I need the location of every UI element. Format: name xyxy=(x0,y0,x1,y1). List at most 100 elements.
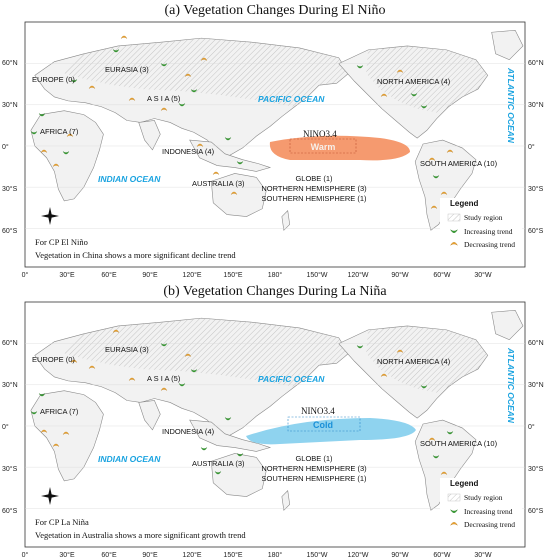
legend-increasing-b: Increasing trend xyxy=(464,507,513,516)
lon-tick: 30°E xyxy=(59,271,75,279)
label-indian-ocean-b: INDIAN OCEAN xyxy=(98,454,161,464)
lon-tick: 30°W xyxy=(474,551,492,559)
lat-tick-right: 60°N xyxy=(528,339,544,347)
panel-a-nino-label: NINO3.4 xyxy=(303,129,337,139)
lat-tick-right: 60°S xyxy=(528,507,544,515)
panel-b-labels: EUROPE (0) EURASIA (3) A S I A (5) AFRIC… xyxy=(32,345,516,540)
label-nh-b: NORTHERN HEMISPHERE (3) xyxy=(261,464,367,473)
lat-tick-right: 0° xyxy=(528,143,535,151)
label-eurasia-b: EURASIA (3) xyxy=(105,345,149,354)
lon-tick: 120°E xyxy=(182,551,201,559)
lat-tick-left: 30°S xyxy=(2,465,18,473)
label-africa: AFRICA (7) xyxy=(40,127,79,136)
panel-a-note-line1: For CP El Niño xyxy=(35,237,88,247)
lat-tick-right: 60°N xyxy=(528,59,544,67)
lon-tick: 120°W xyxy=(347,551,368,559)
lon-tick: 150°E xyxy=(223,551,242,559)
panel-a-note-line2: Vegetation in China shows a more signifi… xyxy=(35,250,236,260)
label-indonesia: INDONESIA (4) xyxy=(162,147,215,156)
label-asia: A S I A (5) xyxy=(147,94,181,103)
lon-tick: 150°E xyxy=(223,271,242,279)
label-atlantic-ocean-b: ATLANTIC OCEAN xyxy=(506,347,516,424)
label-globe: GLOBE (1) xyxy=(295,174,333,183)
lon-tick: 90°E xyxy=(142,271,158,279)
compass-icon xyxy=(41,207,59,225)
label-north-america: NORTH AMERICA (4) xyxy=(377,77,451,86)
lon-tick: 120°W xyxy=(347,271,368,279)
lon-tick: 150°W xyxy=(306,551,327,559)
label-atlantic-ocean: ATLANTIC OCEAN xyxy=(506,67,516,144)
panel-b-nino-box xyxy=(287,416,361,432)
lat-tick-left: 60°S xyxy=(2,507,18,515)
panel-a-labels: EUROPE (0) EURASIA (3) A S I A (5) AFRIC… xyxy=(32,65,516,260)
lon-tick: 120°E xyxy=(182,271,201,279)
lat-tick-right: 30°N xyxy=(528,381,544,389)
lat-tick-left: 30°N xyxy=(2,381,18,389)
lat-tick-right: 30°S xyxy=(528,185,544,193)
label-pacific-ocean: PACIFIC OCEAN xyxy=(258,94,325,104)
legend-study-region-swatch-b xyxy=(447,493,461,502)
panel-a-warm-anomaly xyxy=(269,135,410,161)
label-south-america: SOUTH AMERICA (10) xyxy=(420,159,498,168)
panel-b-title: (b) Vegetation Changes During La Niña xyxy=(163,284,387,299)
lon-tick: 60°W xyxy=(433,551,451,559)
lon-tick: 60°W xyxy=(433,271,451,279)
lat-tick-left: 60°N xyxy=(2,59,18,67)
label-indian-ocean: INDIAN OCEAN xyxy=(98,174,161,184)
label-nh: NORTHERN HEMISPHERE (3) xyxy=(261,184,367,193)
label-south-america-b: SOUTH AMERICA (10) xyxy=(420,439,498,448)
label-europe: EUROPE (0) xyxy=(32,75,75,84)
axis-ticks: 60°N 30°N 0° 30°S 60°S 60°N 30°N 0° 30°S 60°S 0° 30… xyxy=(2,59,544,559)
lat-tick-right: 0° xyxy=(528,423,535,431)
panel-b-note-line2: Vegetation in Australia shows a more sig… xyxy=(35,530,246,540)
label-north-america-b: NORTH AMERICA (4) xyxy=(377,357,451,366)
lat-tick-left: 60°N xyxy=(2,339,18,347)
panel-a-title: (a) Vegetation Changes During El Niño xyxy=(164,3,386,18)
legend-title: Legend xyxy=(450,199,479,208)
lat-tick-right: 30°S xyxy=(528,465,544,473)
legend-study-region-swatch xyxy=(447,213,461,222)
lon-tick: 180° xyxy=(268,551,283,559)
lon-tick: 150°W xyxy=(306,271,327,279)
label-australia-b: AUSTRALIA (3) xyxy=(192,459,245,468)
lat-tick-left: 30°N xyxy=(2,101,18,109)
lon-tick: 0° xyxy=(22,551,29,559)
label-indonesia-b: INDONESIA (4) xyxy=(162,427,215,436)
label-europe-b: EUROPE (0) xyxy=(32,355,75,364)
lat-tick-left: 30°S xyxy=(2,185,18,193)
lon-tick: 90°E xyxy=(142,551,158,559)
label-eurasia: EURASIA (3) xyxy=(105,65,149,74)
lon-tick: 180° xyxy=(268,271,283,279)
panel-b-nino-label: NINO3.4 xyxy=(301,406,335,416)
compass-icon xyxy=(41,487,59,505)
panel-b-cold-label: Cold xyxy=(313,420,333,430)
lon-tick: 30°W xyxy=(474,271,492,279)
legend-decreasing-b: Decreasing trend xyxy=(464,520,515,529)
label-globe-b: GLOBE (1) xyxy=(295,454,333,463)
legend-increasing: Increasing trend xyxy=(464,227,513,236)
panel-b-note-line1: For CP La Niña xyxy=(35,517,89,527)
lon-tick: 90°W xyxy=(391,271,409,279)
panel-b-legend: Legend Study region Increasing trend Dec… xyxy=(440,478,522,544)
legend-title-b: Legend xyxy=(450,479,479,488)
lat-tick-left: 60°S xyxy=(2,227,18,235)
legend-decreasing: Decreasing trend xyxy=(464,240,515,249)
lon-tick: 60°E xyxy=(101,551,117,559)
label-africa-b: AFRICA (7) xyxy=(40,407,79,416)
lat-tick-right: 60°S xyxy=(528,227,544,235)
panel-a-legend: Legend Study region Increasing trend Dec… xyxy=(440,198,522,264)
lat-tick-right: 30°N xyxy=(528,101,544,109)
label-asia-b: A S I A (5) xyxy=(147,374,181,383)
legend-study-region-b: Study region xyxy=(464,493,503,502)
panel-a-warm-label: Warm xyxy=(311,142,336,152)
lat-tick-left: 0° xyxy=(2,423,9,431)
lon-tick: 60°E xyxy=(101,271,117,279)
label-sh-b: SOUTHERN HEMISPHERE (1) xyxy=(261,474,367,483)
lon-tick: 30°E xyxy=(59,551,75,559)
label-sh: SOUTHERN HEMISPHERE (1) xyxy=(261,194,367,203)
lat-tick-left: 0° xyxy=(2,143,9,151)
lon-tick: 0° xyxy=(22,271,29,279)
panel-b-cold-anomaly xyxy=(246,418,416,445)
label-australia: AUSTRALIA (3) xyxy=(192,179,245,188)
